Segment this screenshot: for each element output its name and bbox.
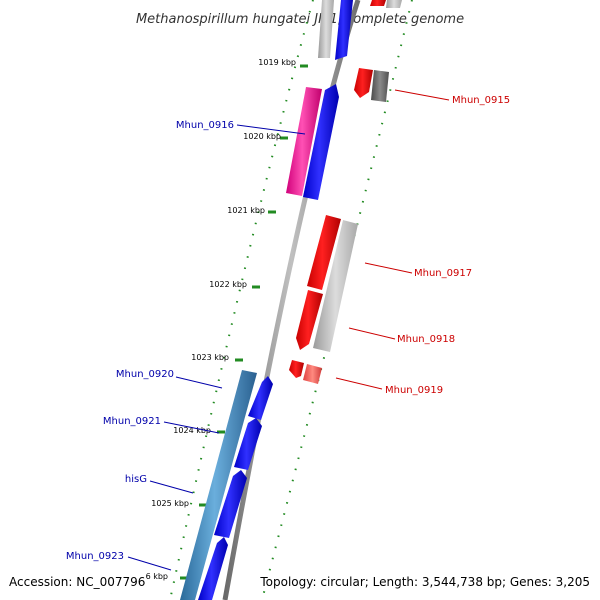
accession-text: Accession: NC_007796 [9,575,145,589]
gene-label-hisg[interactable]: hisG [125,474,147,485]
gene-mhun-0920[interactable] [175,370,273,600]
gene-label-mhun-0923[interactable]: Mhun_0923 [66,551,124,562]
gene-mhun-0919[interactable] [289,360,383,390]
gene-label-mhun-0918[interactable]: Mhun_0918 [397,334,455,345]
gene-mhun-0921[interactable] [163,418,262,470]
gene-mhun-0923[interactable] [127,537,228,600]
tick-label: 1019 kbp [258,58,296,67]
map-title: Methanospirillum hungatei JF-1, complete… [136,12,464,27]
tick-label: 1020 kbp [243,132,281,141]
gene-feature-top[interactable] [318,0,402,60]
gene-label-mhun-0916[interactable]: Mhun_0916 [176,120,234,131]
genome-summary-text: Topology: circular; Length: 3,544,738 bp… [259,575,590,589]
tick-track-inner [169,0,314,600]
tick-labels: 1019 kbp 1020 kbp 1021 kbp 1022 kbp 1023… [130,58,296,581]
gene-label-mhun-0915[interactable]: Mhun_0915 [452,95,510,106]
gene-hisg[interactable] [149,470,247,538]
footer-left-bg [6,573,146,590]
gene-mhun-0916[interactable] [236,84,339,200]
gene-mhun-0915[interactable] [354,68,450,102]
gene-label-mhun-0921[interactable]: Mhun_0921 [103,416,161,427]
tick-label: 1023 kbp [191,353,229,362]
tick-label: 1022 kbp [209,280,247,289]
gene-mhun-0917[interactable] [307,215,413,352]
tick-label: 1026 kbp [130,572,168,581]
gene-mhun-0918[interactable] [296,290,396,350]
gene-label-mhun-0920[interactable]: Mhun_0920 [116,369,174,380]
tick-label: 1021 kbp [227,206,265,215]
footer-right-bg [258,573,594,590]
gene-label-mhun-0919[interactable]: Mhun_0919 [385,385,443,396]
tick-label: 1025 kbp [151,499,189,508]
gene-label-mhun-0917[interactable]: Mhun_0917 [414,268,472,279]
tick-track-outer [261,0,413,600]
tick-label: 1024 kbp [173,426,211,435]
